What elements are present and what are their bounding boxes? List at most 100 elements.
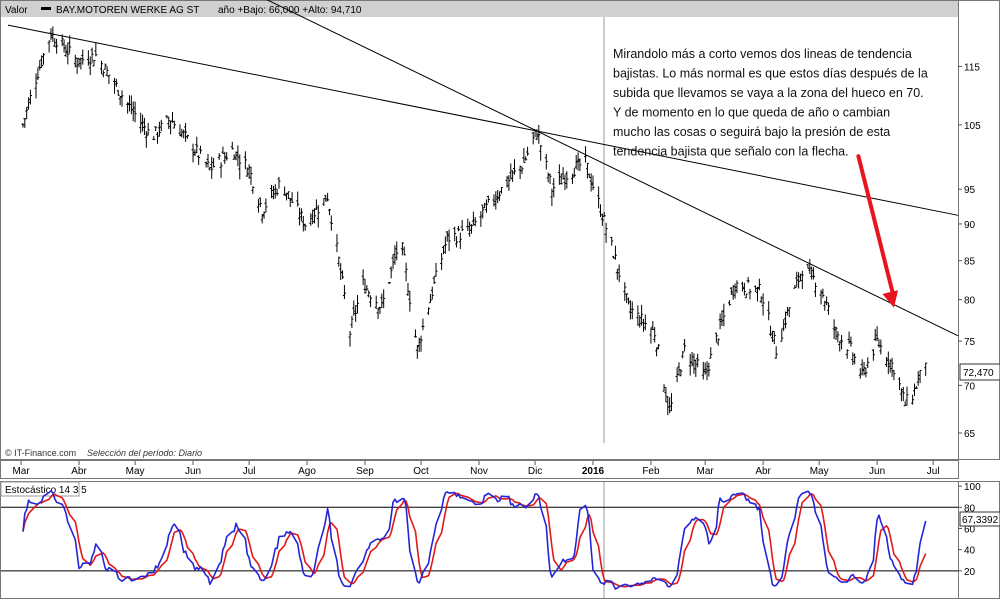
- price-tick-label: 75: [964, 337, 976, 348]
- price-bar: [154, 126, 158, 132]
- price-tick-label: 85: [964, 257, 976, 268]
- price-bar: [314, 199, 318, 211]
- x-tick-label: Mar: [697, 466, 715, 477]
- price-bar: [284, 192, 288, 201]
- x-tick-label: Nov: [470, 466, 488, 477]
- price-tick-label: 115: [964, 62, 980, 73]
- price-bar: [107, 74, 111, 84]
- price-bar: [701, 361, 705, 380]
- price-bar: [288, 197, 292, 208]
- price-bar: [277, 176, 281, 189]
- price-bar: [28, 89, 32, 105]
- price-bar: [825, 296, 829, 306]
- price-bar: [484, 199, 488, 213]
- price-bar: [640, 304, 644, 326]
- x-tick-label: Jul: [243, 466, 256, 477]
- price-bar: [886, 351, 890, 375]
- price-bar: [165, 115, 169, 119]
- price-bar: [670, 393, 674, 412]
- price-bar: [813, 282, 817, 297]
- price-bar: [862, 361, 866, 376]
- price-bar: [714, 332, 718, 343]
- price-bar: [901, 386, 905, 402]
- price-bar: [337, 256, 341, 267]
- price-bar: [356, 295, 360, 314]
- price-bar: [413, 329, 417, 338]
- price-bar: [27, 97, 31, 110]
- price-bar: [118, 96, 122, 106]
- price-bar: [798, 273, 802, 282]
- price-bar: [716, 338, 720, 346]
- price-bar: [565, 171, 569, 189]
- price-bar: [251, 186, 255, 194]
- price-bar: [836, 331, 840, 343]
- price-bar: [748, 288, 752, 300]
- price-bar: [559, 173, 563, 185]
- price-bar: [793, 284, 797, 289]
- price-bar: [81, 49, 85, 65]
- price-bar: [430, 286, 434, 300]
- price-bar: [417, 337, 421, 352]
- price-bar: [408, 290, 412, 312]
- price-bar: [445, 230, 449, 242]
- price-bar: [260, 214, 264, 224]
- price-bar: [720, 310, 724, 327]
- price-bar: [99, 60, 103, 74]
- price-bar: [668, 397, 672, 414]
- price-bar: [230, 141, 234, 150]
- price-bar: [498, 191, 502, 201]
- price-bar: [755, 286, 759, 302]
- price-bar: [871, 349, 875, 361]
- price-bar: [23, 117, 27, 128]
- price-bar: [90, 47, 94, 63]
- x-tick-label: Mar: [12, 466, 30, 477]
- price-bar: [167, 116, 171, 130]
- price-bar: [916, 371, 920, 386]
- price-bar: [146, 122, 150, 136]
- price-bar: [570, 173, 574, 184]
- price-bar: [363, 279, 367, 294]
- price-tick-label: 90: [964, 220, 976, 231]
- price-bar: [591, 175, 595, 191]
- price-bar: [703, 362, 707, 375]
- price-tick-label: 65: [964, 429, 976, 440]
- price-bar: [21, 123, 25, 128]
- price-bar: [329, 215, 333, 231]
- price-bar: [208, 166, 212, 171]
- price-bar: [453, 226, 457, 242]
- price-bar: [694, 359, 698, 377]
- price-bar: [156, 131, 160, 144]
- price-bar: [193, 149, 197, 157]
- price-bar: [655, 347, 659, 357]
- price-bar: [858, 368, 862, 379]
- annotation-line: subida que llevamos se vaya a la zona de…: [613, 86, 924, 100]
- price-bar: [296, 191, 300, 207]
- x-tick-label: Jun: [185, 466, 201, 477]
- price-bar: [232, 154, 236, 160]
- price-bar: [415, 345, 419, 359]
- price-bar: [705, 361, 709, 381]
- price-bar: [178, 124, 182, 137]
- price-bar: [55, 38, 59, 54]
- price-bar: [759, 296, 763, 304]
- footer-source: © IT-Finance.com: [5, 448, 76, 458]
- price-bar: [221, 146, 225, 154]
- price-bar: [114, 78, 118, 87]
- price-bar: [283, 186, 287, 196]
- price-bar: [303, 223, 307, 231]
- price-bar: [42, 53, 46, 65]
- stochastic-axis: 20 40 60 80 100: [958, 482, 981, 578]
- price-bar: [834, 326, 838, 341]
- price-bar: [812, 267, 816, 280]
- price-bar: [348, 330, 352, 347]
- last-price-box: [959, 363, 1000, 381]
- price-bar: [653, 327, 657, 343]
- x-tick-label: Jul: [927, 466, 940, 477]
- price-bar: [550, 188, 554, 207]
- price-bar: [552, 178, 556, 198]
- price-bar: [924, 362, 928, 376]
- x-tick-label: Abr: [755, 466, 771, 477]
- price-bar: [879, 339, 883, 355]
- price-bar: [191, 143, 195, 163]
- price-bar: [731, 285, 735, 300]
